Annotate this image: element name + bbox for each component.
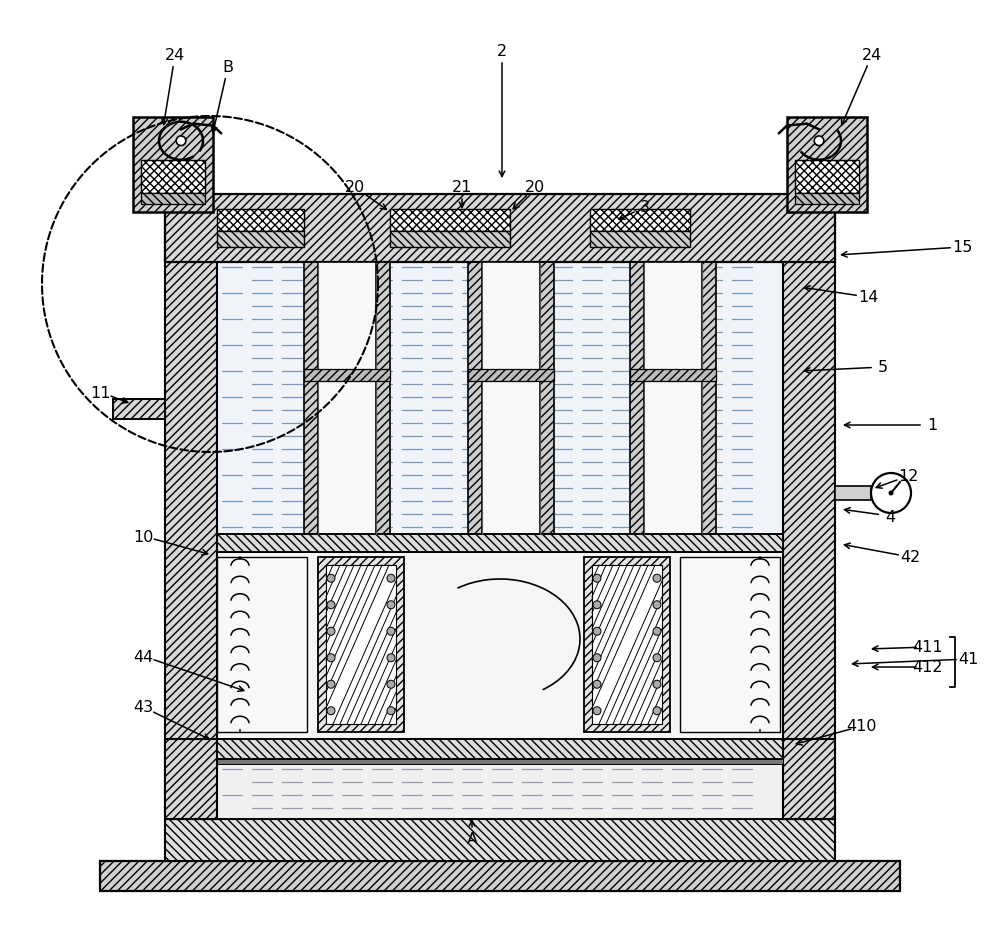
Text: 11: 11: [90, 385, 110, 400]
Text: 24: 24: [862, 49, 882, 64]
Bar: [584, 558, 670, 732]
Circle shape: [653, 627, 661, 636]
Bar: [468, 263, 482, 534]
Bar: [592, 565, 662, 724]
Circle shape: [888, 491, 893, 496]
Bar: [217, 232, 304, 248]
Bar: [165, 218, 217, 819]
Bar: [390, 210, 510, 232]
Bar: [590, 232, 690, 248]
Text: 12: 12: [898, 469, 918, 484]
Text: 10: 10: [133, 529, 153, 544]
Text: 411: 411: [913, 640, 943, 655]
Text: 2: 2: [497, 44, 507, 60]
Text: 20: 20: [525, 181, 545, 196]
Circle shape: [387, 707, 395, 715]
Text: 412: 412: [913, 660, 943, 675]
Bar: [318, 263, 376, 534]
Bar: [318, 558, 404, 732]
Bar: [100, 861, 900, 891]
Bar: [590, 210, 690, 232]
Bar: [165, 819, 835, 861]
Bar: [540, 263, 554, 534]
Bar: [630, 370, 716, 382]
Circle shape: [593, 601, 601, 609]
Bar: [390, 232, 510, 248]
Bar: [795, 161, 859, 194]
Circle shape: [653, 680, 661, 689]
Bar: [217, 759, 783, 764]
Text: 14: 14: [858, 290, 878, 305]
Bar: [141, 194, 205, 205]
Text: 41: 41: [958, 651, 978, 666]
Bar: [783, 739, 835, 819]
Circle shape: [176, 137, 186, 146]
Text: B: B: [223, 61, 234, 76]
Circle shape: [387, 654, 395, 662]
Bar: [783, 218, 835, 819]
Circle shape: [653, 707, 661, 715]
Circle shape: [387, 601, 395, 609]
Bar: [217, 739, 783, 759]
Bar: [787, 118, 867, 212]
Bar: [644, 263, 702, 534]
Circle shape: [387, 627, 395, 636]
Circle shape: [327, 627, 335, 636]
Circle shape: [593, 707, 601, 715]
Bar: [217, 764, 783, 819]
Bar: [795, 194, 859, 205]
Bar: [304, 370, 390, 382]
Bar: [376, 263, 390, 534]
Circle shape: [814, 137, 824, 146]
Bar: [217, 534, 783, 552]
Bar: [630, 263, 644, 534]
Text: 24: 24: [165, 49, 185, 64]
Circle shape: [387, 680, 395, 689]
Text: 44: 44: [133, 649, 153, 664]
Text: 20: 20: [345, 181, 365, 196]
Text: 410: 410: [847, 719, 877, 734]
Text: A: A: [466, 831, 478, 846]
Bar: [141, 161, 205, 194]
Bar: [113, 400, 165, 419]
Bar: [482, 263, 540, 534]
Circle shape: [653, 575, 661, 582]
Bar: [326, 565, 396, 724]
Text: 43: 43: [133, 700, 153, 715]
Circle shape: [593, 680, 601, 689]
Bar: [304, 263, 318, 534]
Bar: [835, 487, 871, 501]
Text: 4: 4: [885, 509, 895, 524]
Text: 3: 3: [640, 200, 650, 215]
Text: 21: 21: [452, 181, 472, 196]
Circle shape: [327, 707, 335, 715]
Text: 1: 1: [927, 418, 937, 433]
Circle shape: [327, 575, 335, 582]
Text: 5: 5: [878, 360, 888, 375]
Circle shape: [387, 575, 395, 582]
Bar: [133, 118, 213, 212]
Circle shape: [871, 474, 911, 514]
Bar: [165, 195, 835, 263]
Circle shape: [327, 680, 335, 689]
Circle shape: [593, 654, 601, 662]
Bar: [217, 552, 783, 739]
Circle shape: [593, 575, 601, 582]
Bar: [468, 370, 554, 382]
Bar: [702, 263, 716, 534]
Circle shape: [327, 601, 335, 609]
Bar: [680, 558, 780, 732]
Circle shape: [653, 654, 661, 662]
Circle shape: [653, 601, 661, 609]
Circle shape: [327, 654, 335, 662]
Text: 42: 42: [900, 550, 920, 565]
Bar: [217, 263, 783, 739]
Bar: [165, 739, 217, 819]
Bar: [217, 558, 307, 732]
Text: 15: 15: [952, 241, 972, 256]
Circle shape: [593, 627, 601, 636]
Bar: [217, 210, 304, 232]
